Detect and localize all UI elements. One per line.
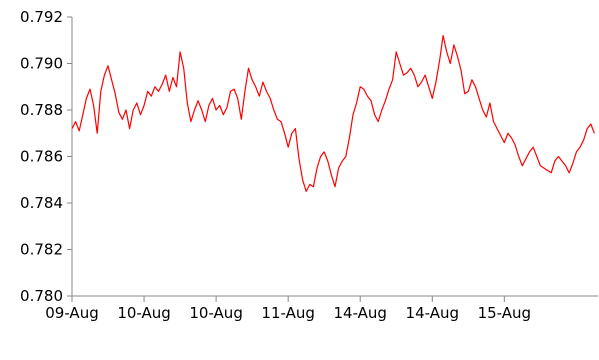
y-tick-label: 0.790 xyxy=(20,55,63,73)
x-tick-label: 10-Aug xyxy=(117,304,170,322)
y-tick-label: 0.780 xyxy=(20,287,63,305)
x-tick-label: 15-Aug xyxy=(478,304,531,322)
y-tick-label: 0.792 xyxy=(20,8,63,26)
y-tick-label: 0.786 xyxy=(20,148,63,166)
plot-area xyxy=(71,35,595,192)
x-axis: 09-Aug 10-Aug 10-Aug 11-Aug 14-Aug 14-Aug 15-A… xyxy=(45,295,598,322)
y-tick-label: 0.782 xyxy=(20,241,63,259)
y-tick-label: 0.784 xyxy=(20,194,63,212)
y-tick-label: 0.788 xyxy=(20,101,63,119)
x-tick-label: 14-Aug xyxy=(333,304,386,322)
series-line xyxy=(71,35,595,192)
y-axis: 0.780 0.782 0.784 0.786 0.788 0.790 0.792 xyxy=(20,8,73,305)
x-tick-label: 11-Aug xyxy=(261,304,314,322)
x-tick-label: 09-Aug xyxy=(45,304,98,322)
x-tick-label: 10-Aug xyxy=(189,304,242,322)
x-tick-label: 14-Aug xyxy=(406,304,459,322)
